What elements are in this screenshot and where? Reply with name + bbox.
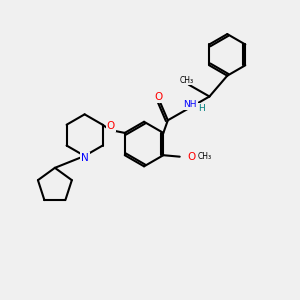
Text: O: O xyxy=(107,122,115,131)
Text: NH: NH xyxy=(183,100,197,109)
Text: CH₃: CH₃ xyxy=(180,76,194,85)
Text: O: O xyxy=(187,152,195,162)
Text: O: O xyxy=(155,92,163,102)
Text: CH₃: CH₃ xyxy=(198,152,212,161)
Text: N: N xyxy=(81,153,88,163)
Text: H: H xyxy=(198,104,205,113)
